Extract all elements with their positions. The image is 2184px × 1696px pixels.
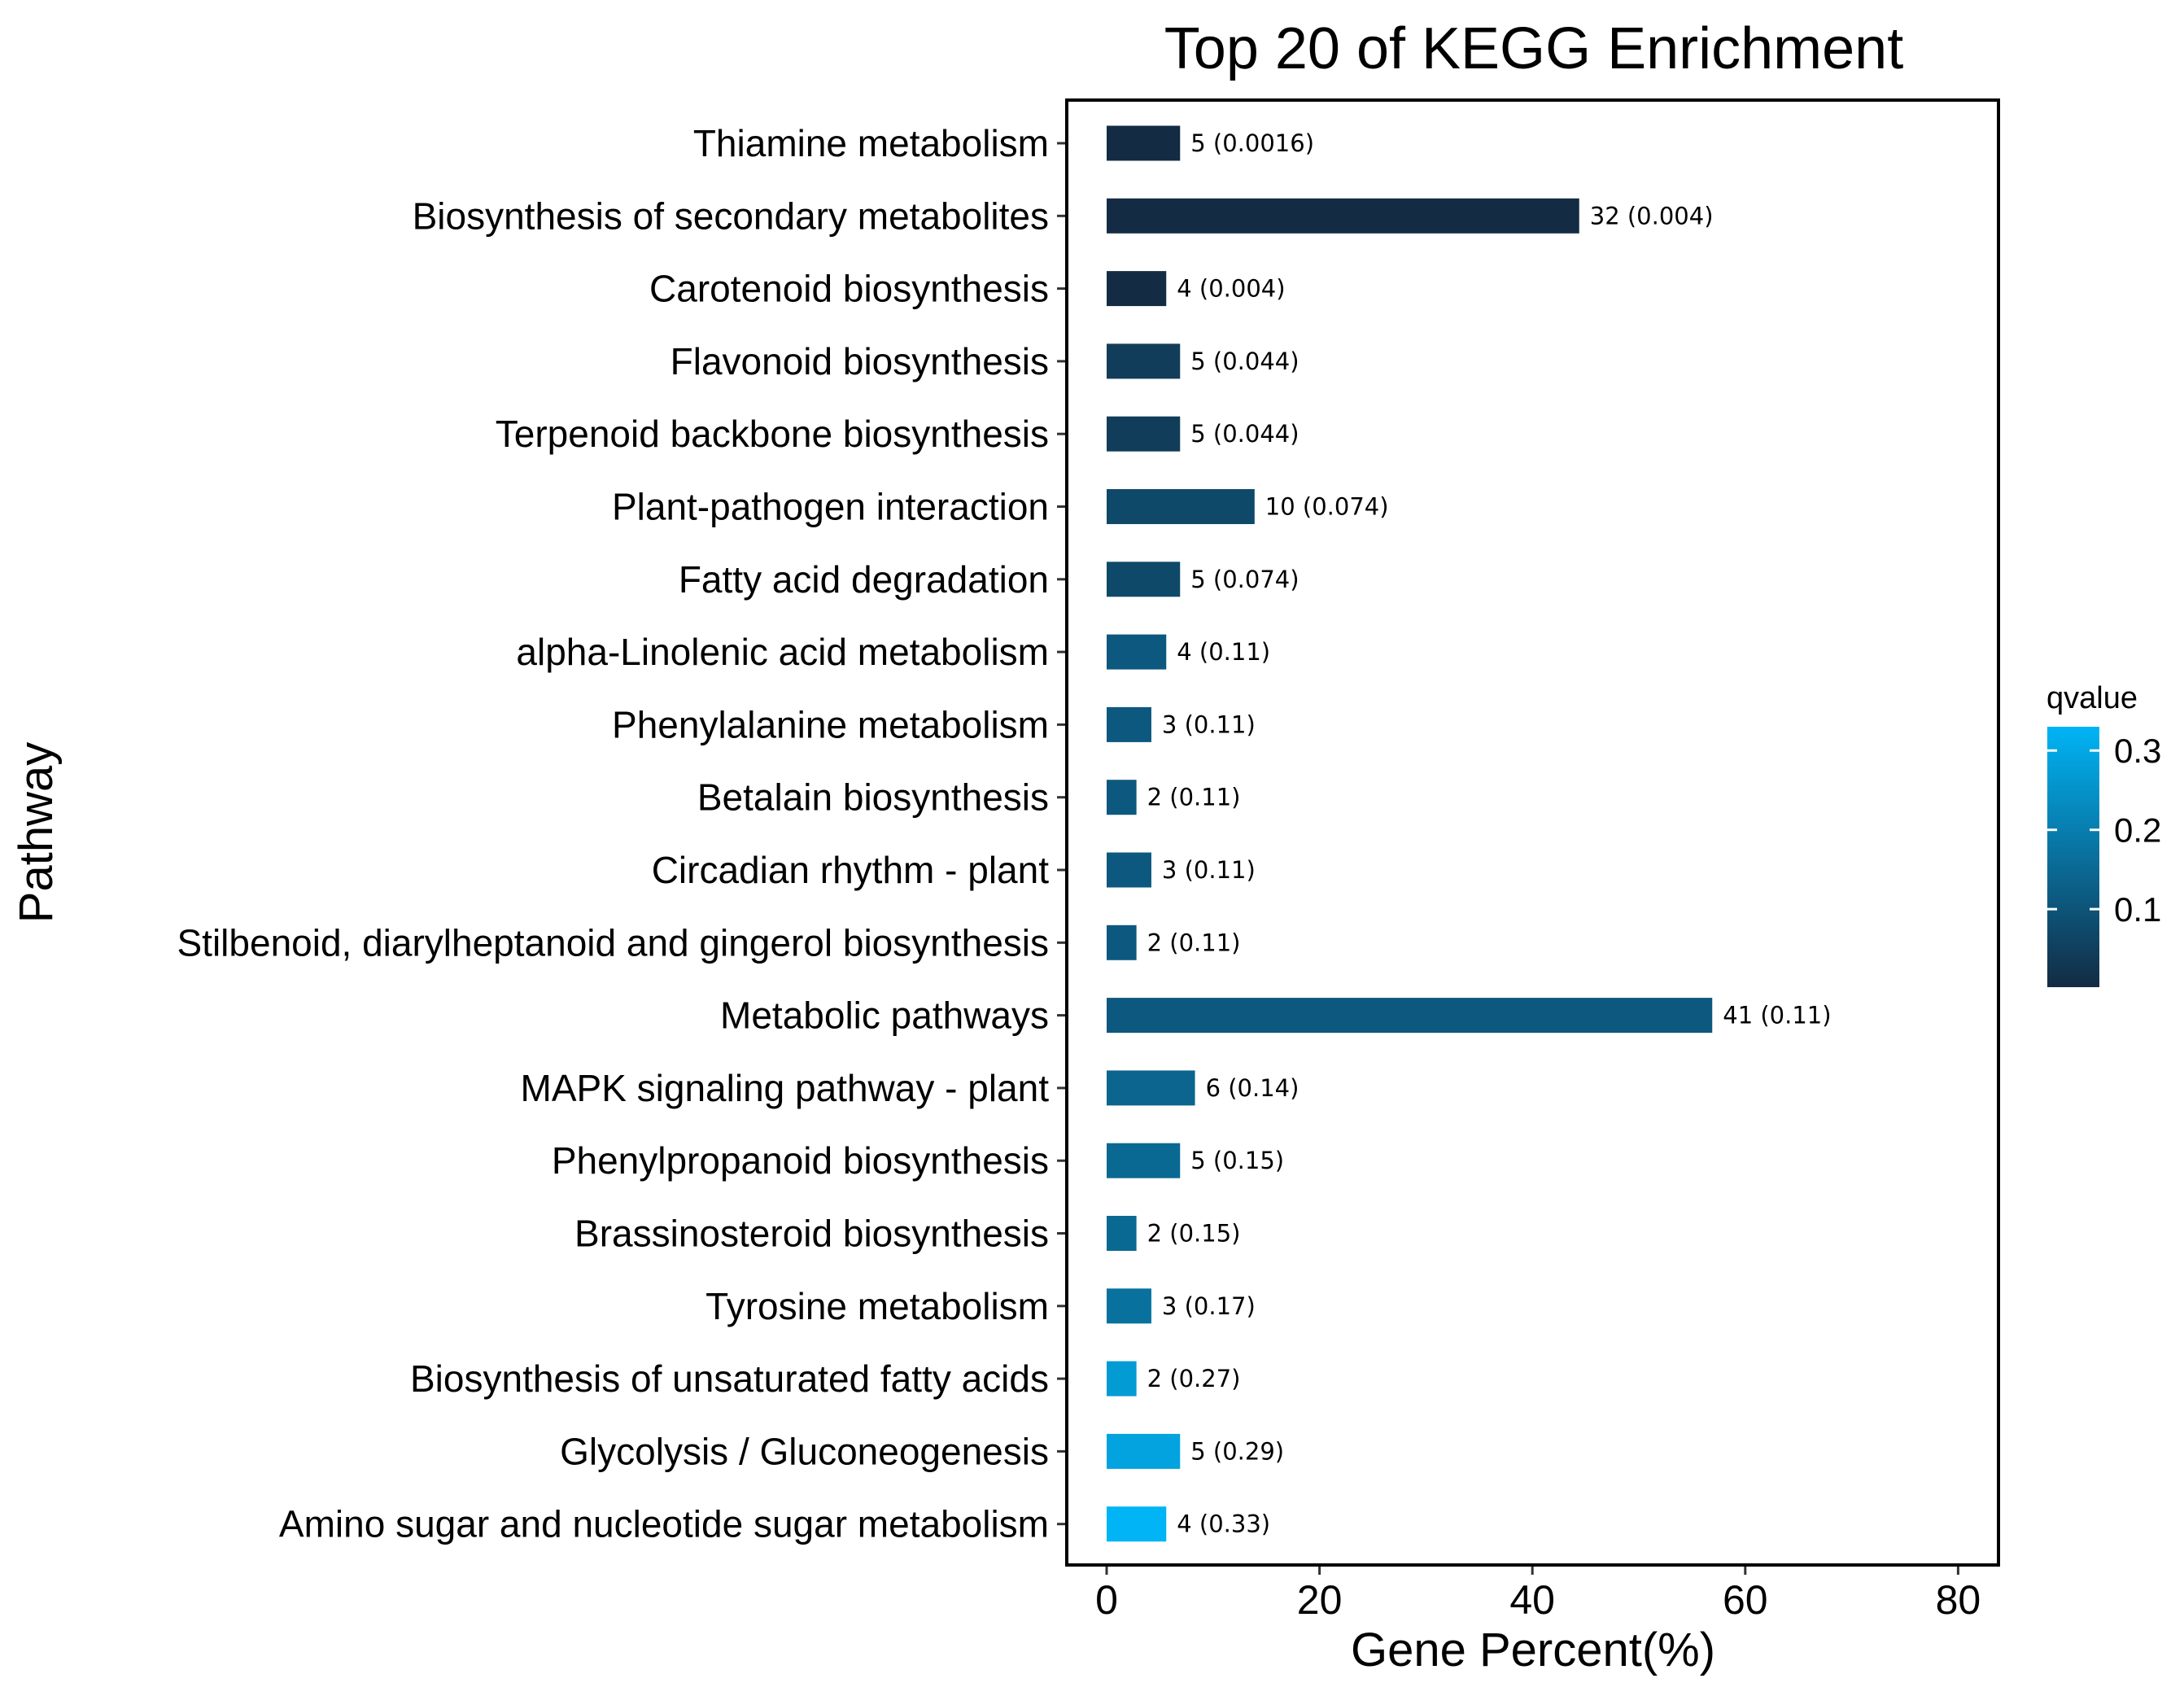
bar: [1107, 634, 1167, 670]
x-tick-label: 60: [1723, 1577, 1768, 1623]
bars-group: [1107, 125, 1713, 1542]
bar-value-label: 3 (0.17): [1162, 1292, 1256, 1320]
bar: [1107, 998, 1713, 1034]
x-tick-label: 40: [1509, 1577, 1555, 1623]
bar-value-label: 5 (0.044): [1190, 420, 1299, 448]
x-axis: 0 20 40 60 80: [1095, 1565, 1981, 1623]
qvalue-legend: qvalue 0.1 0.2 0.3: [2046, 681, 2161, 987]
bar: [1107, 706, 1151, 742]
y-tick-label: Plant-pathogen interaction: [612, 486, 1049, 528]
y-tick-label: Brassinosteroid biosynthesis: [574, 1213, 1049, 1255]
bar-value-label: 4 (0.33): [1177, 1510, 1270, 1538]
bar-value-label: 2 (0.11): [1147, 784, 1241, 811]
y-tick-label: Thiamine metabolism: [693, 122, 1049, 164]
y-tick-label: Tyrosine metabolism: [705, 1285, 1049, 1327]
bar-value-label: 2 (0.15): [1147, 1220, 1241, 1248]
y-tick-label: Circadian rhythm - plant: [652, 849, 1050, 891]
y-tick-label: Carotenoid biosynthesis: [649, 268, 1049, 310]
y-tick-label: Phenylpropanoid biosynthesis: [552, 1139, 1049, 1182]
bar: [1107, 1361, 1137, 1397]
x-tick-label: 20: [1297, 1577, 1343, 1623]
bar-value-label: 10 (0.074): [1265, 493, 1389, 521]
chart-title: Top 20 of KEGG Enrichment: [1164, 16, 1903, 81]
y-tick-label: alpha-Linolenic acid metabolism: [516, 631, 1049, 673]
bar-value-label: 5 (0.15): [1190, 1147, 1284, 1174]
x-tick-label: 80: [1936, 1577, 1981, 1623]
bar: [1107, 343, 1181, 379]
legend-colorbar: [2047, 727, 2099, 987]
legend-ticks-group: 0.1 0.2 0.3: [2047, 732, 2161, 929]
bar: [1107, 125, 1181, 161]
bar: [1107, 271, 1167, 307]
bar: [1107, 562, 1181, 597]
bar-value-label: 5 (0.29): [1190, 1437, 1284, 1465]
bar: [1107, 1288, 1151, 1324]
y-tick-label: Fatty acid degradation: [679, 558, 1049, 601]
y-tick-label: Metabolic pathways: [720, 994, 1049, 1037]
y-tick-label: Phenylalanine metabolism: [612, 703, 1049, 745]
category-labels-group: Thiamine metabolism Biosynthesis of secon…: [177, 122, 1067, 1545]
bar: [1107, 1506, 1167, 1542]
bar-value-label: 4 (0.004): [1177, 275, 1285, 303]
x-tick-label: 0: [1095, 1577, 1118, 1623]
y-tick-label: Biosynthesis of unsaturated fatty acids: [410, 1357, 1049, 1400]
bar-value-label: 2 (0.27): [1147, 1365, 1241, 1392]
bar: [1107, 489, 1255, 524]
bar-value-label: 2 (0.11): [1147, 929, 1241, 956]
y-tick-label: Amino sugar and nucleotide sugar metabol…: [279, 1503, 1049, 1545]
plot-panel-border: [1065, 98, 2000, 1567]
bar-value-label: 41 (0.11): [1723, 1002, 1831, 1029]
bar-value-label: 32 (0.004): [1590, 202, 1714, 229]
bar: [1107, 924, 1137, 960]
bar: [1107, 1216, 1137, 1251]
bar-value-label: 3 (0.11): [1162, 856, 1256, 884]
y-tick-label: Glycolysis / Gluconeogenesis: [560, 1430, 1049, 1472]
y-tick-label: Biosynthesis of secondary metabolites: [413, 195, 1049, 237]
bar-labels-group: 5 (0.0016) 32 (0.004) 4 (0.004) 5 (0.044) 5 …: [1147, 129, 1832, 1538]
y-axis-title: Pathway: [10, 742, 63, 923]
y-tick-label: Stilbenoid, diarylheptanoid and gingerol…: [177, 921, 1050, 964]
x-axis-title: Gene Percent(%): [1351, 1624, 1715, 1676]
bar-value-label: 5 (0.074): [1190, 566, 1299, 593]
bar: [1107, 1070, 1195, 1106]
y-tick-label: Betalain biosynthesis: [697, 776, 1049, 819]
bar-value-label: 3 (0.11): [1162, 710, 1256, 738]
y-tick-label: Terpenoid backbone biosynthesis: [496, 413, 1049, 455]
bar: [1107, 1143, 1181, 1178]
legend-tick-label: 0.1: [2114, 890, 2161, 929]
bar-value-label: 4 (0.11): [1177, 638, 1270, 666]
bar-value-label: 5 (0.044): [1190, 348, 1299, 375]
bar: [1107, 416, 1181, 452]
bar-value-label: 5 (0.0016): [1190, 129, 1314, 157]
y-tick-label: MAPK signaling pathway - plant: [521, 1067, 1050, 1109]
legend-tick-label: 0.3: [2114, 732, 2161, 770]
y-tick-label: Flavonoid biosynthesis: [670, 340, 1049, 382]
bar: [1107, 780, 1137, 815]
legend-title: qvalue: [2046, 681, 2138, 715]
bar: [1107, 1433, 1181, 1469]
bar: [1107, 198, 1579, 234]
bar: [1107, 852, 1151, 888]
legend-tick-label: 0.2: [2114, 811, 2161, 850]
bar-value-label: 6 (0.14): [1206, 1074, 1299, 1102]
